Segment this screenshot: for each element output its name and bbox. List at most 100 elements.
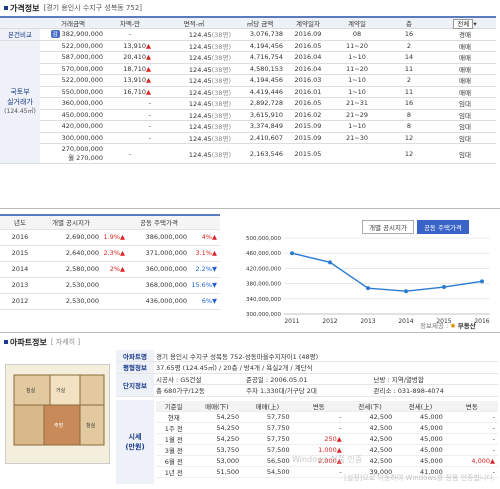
- svg-text:거실: 거실: [56, 387, 66, 394]
- col-per-m2: ㎡당 금액: [234, 16, 286, 29]
- x-tick-label: 2013: [360, 318, 375, 325]
- market-col-header: 전세(上): [395, 401, 446, 412]
- market-col-header: 매매(上): [242, 401, 293, 412]
- y-tick-label: 460,000,000: [246, 251, 281, 257]
- price-table: 거래금액 차액-만 면적-㎡ ㎡당 금액 계약일자 계약일 층 전체 ▾ 본건비교…: [0, 16, 496, 164]
- price-info-title: 가격정보: [10, 3, 40, 13]
- up-arrow-icon: ▲: [146, 76, 151, 85]
- svg-text:침실: 침실: [86, 422, 96, 429]
- table-row: 300,000,000-124.45(38평) 2,410,607 2015.09 2…: [0, 132, 496, 144]
- apartment-info-table: 아파트명 경기 용인시 수지구 성복동 752-성동마을수지자이1 (48평) 평…: [116, 350, 498, 397]
- market-col-header: 변동: [445, 401, 498, 412]
- sun-icon: ✸: [450, 322, 456, 330]
- market-price-table: 기준일 매매(下) 매매(上) 변동 전세(下) 전세(上) 변동 현재 54,250 57,7…: [156, 401, 498, 478]
- amount-cell: 522,000,000: [40, 74, 106, 87]
- side-label: 국토부 실거래가 (124.45㎡): [0, 40, 40, 164]
- market-row: 1년 전 51,500 54,500-39,000 41,000-: [156, 466, 498, 478]
- yearly-price-section: 년도 개별 공시지가 공동 주택가격 2016 2,690,000 1.9%▲ 386…: [0, 208, 500, 328]
- diff-cell: 18,710▲: [106, 63, 154, 75]
- y-tick-label: 380,000,000: [246, 282, 281, 288]
- market-col-header: 전세(下): [344, 401, 396, 412]
- col-area: 면적-㎡: [154, 16, 234, 29]
- diff-cell: 16,710▲: [106, 86, 154, 98]
- divider: [0, 332, 500, 333]
- year-row: 2012 2,530,000 436,000,000 6%▼: [0, 293, 220, 310]
- market-row: 6월 전 53,000 56,500 2,000▲ 42,500 45,000 4,000▲: [156, 455, 498, 467]
- house-price-chart: 500,000,000 460,000,000 420,000,000 380,000…: [246, 236, 490, 325]
- table-row: 420,000,000-124.45(38평) 3,374,849 2015.09 1…: [0, 120, 496, 133]
- year-row: 2016 2,690,000 1.9%▲ 386,000,000 4%▲: [0, 229, 220, 246]
- x-tick-label: 2011: [284, 318, 299, 325]
- diff-cell: -: [106, 120, 154, 133]
- series-line: [291, 252, 483, 292]
- table-row: 570,000,000 18,710▲ 124.45(38평) 4,580,153 20…: [0, 63, 496, 75]
- table-row: 550,000,000 16,710▲ 124.45(38평) 4,419,446 20…: [0, 86, 496, 98]
- apartment-info-section: 아파트정보 [ 자세히 ]: [0, 332, 500, 489]
- data-point: [290, 251, 294, 256]
- detail-link[interactable]: [ 자세히 ]: [50, 338, 81, 346]
- diff-cell: 13,910▲: [106, 74, 154, 87]
- self-row-label: 본건비교: [0, 28, 40, 41]
- apartment-type: 37.65평 (124.45㎡) / 20층 / 방4개 / 욕실2개 / 계단…: [154, 361, 498, 374]
- table-row: 360,000,000-124.45(38평) 2,892,728 2016.05 2…: [0, 97, 496, 110]
- up-arrow-icon: ▲: [146, 53, 151, 62]
- amount-cell: 570,000,000: [40, 63, 106, 75]
- x-tick-label: 2014: [398, 318, 413, 325]
- svg-text:침실: 침실: [26, 387, 36, 394]
- year-row: 2014 2,580,000 2%▲ 360,000,000 2.2%▼: [0, 261, 220, 278]
- table-row: 270,000,000 월 270,000-124.45(38평) 2,163,54…: [0, 143, 496, 164]
- market-label: 시세 (만원): [116, 400, 154, 484]
- x-tick-label: 2016: [474, 318, 489, 325]
- col-diff: 차액-만: [106, 16, 154, 29]
- y-tick-label: 500,000,000: [246, 236, 281, 242]
- info-credit: 정보제공 : ✸ 부동산: [420, 322, 476, 330]
- market-col-header: 변동: [292, 401, 345, 412]
- yearly-table: 년도 개별 공시지가 공동 주택가격 2016 2,690,000 1.9%▲ 386…: [0, 214, 220, 310]
- tab-land-price[interactable]: 개별 공시지가: [362, 220, 414, 234]
- tab-house-price[interactable]: 공동 주택가격: [416, 220, 469, 234]
- col-land-price: 개별 공시지가: [40, 214, 102, 230]
- windows-watermark-text: [설정]으로 이동하여 Windows를 정품 인증합니다.: [344, 474, 495, 482]
- col-day: 계약일: [330, 16, 384, 29]
- table-row: 587,000,000 20,410▲ 124.45(38평) 4,716,754 20…: [0, 51, 496, 64]
- amount-cell: 300,000,000: [40, 132, 106, 144]
- col-floor: 층: [384, 16, 434, 29]
- data-point: [328, 260, 332, 265]
- windows-watermark-title: Windows 정품 인증: [292, 455, 363, 464]
- up-arrow-icon: ▲: [146, 41, 151, 50]
- x-tick-label: 2015: [436, 318, 451, 325]
- amount-cell: 587,000,000: [40, 51, 106, 64]
- price-info-address: [경기 용인시 수지구 성복동 752]: [43, 4, 143, 12]
- divider: [0, 208, 500, 209]
- diff-cell: -: [106, 132, 154, 144]
- col-year: 년도: [0, 214, 40, 230]
- chart-tabs: 개별 공시지가 공동 주택가격: [362, 220, 469, 234]
- table-row: 국토부 실거래가 (124.45㎡) 522,000,000 13,910▲ 124.45…: [0, 40, 496, 164]
- market-row: 1주 전 54,250 57,750-42,500 45,000-: [156, 422, 498, 434]
- self-row: 본건비교 감 382,900,000 - 124.45(38평) 3,076,73…: [0, 28, 496, 41]
- apartment-name: 경기 용인시 수지구 성복동 752-성동마을수지자이1 (48평): [154, 350, 498, 362]
- up-arrow-icon: ▲: [146, 64, 151, 73]
- type-filter-select[interactable]: 전체 ▾: [434, 16, 496, 29]
- up-arrow-icon: ▲: [146, 87, 151, 96]
- floor-plan-image: 침실 거실 주방 침실: [5, 364, 110, 464]
- data-point: [442, 285, 446, 290]
- col-house-price: 공동 주택가격: [128, 214, 190, 230]
- y-tick-label: 420,000,000: [246, 266, 281, 272]
- data-point: [366, 286, 370, 291]
- col-amount: 거래금액: [40, 16, 106, 29]
- amount-cell: 420,000,000: [40, 120, 106, 133]
- col-date: 계약일자: [286, 16, 330, 29]
- market-row: 3월 전 53,750 57,500 1,000▲ 42,500 45,000-: [156, 444, 498, 456]
- market-col-header: 매매(下): [191, 401, 243, 412]
- y-tick-label: 300,000,000: [246, 312, 281, 318]
- amount-cell: 450,000,000: [40, 109, 106, 121]
- svg-text:주방: 주방: [54, 422, 64, 429]
- diff-cell: 20,410▲: [106, 51, 154, 64]
- market-col-header: 기준일: [156, 401, 192, 412]
- amount-cell: 550,000,000: [40, 86, 106, 98]
- data-point: [480, 279, 484, 284]
- diff-cell: -: [106, 109, 154, 121]
- table-row: 450,000,000-124.45(38평) 3,615,910 2016.02 2…: [0, 109, 496, 121]
- table-row: 522,000,000 13,910▲ 124.45(38평) 4,194,456 20…: [0, 74, 496, 87]
